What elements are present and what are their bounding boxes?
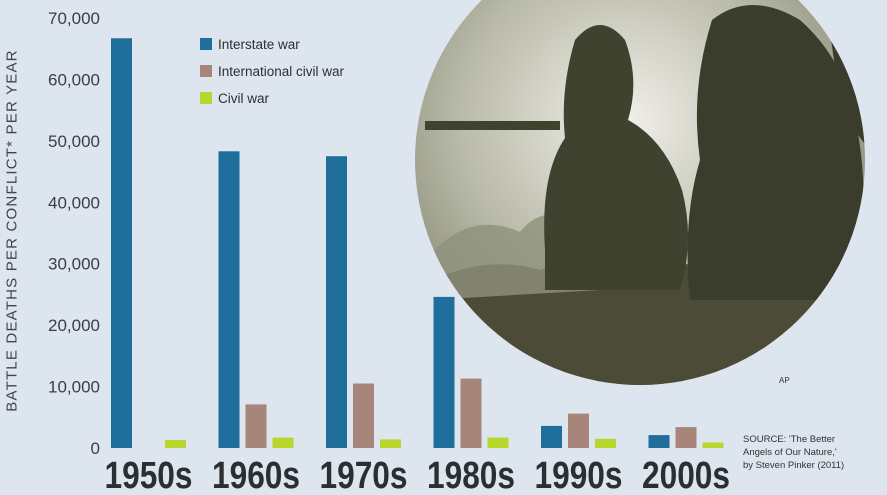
source-line-2: Angels of Our Nature,': [743, 447, 837, 458]
y-tick-label: 70,000: [48, 9, 100, 28]
y-tick-label: 40,000: [48, 193, 100, 212]
bar: [165, 440, 186, 448]
bar: [460, 378, 482, 448]
bar: [675, 427, 697, 448]
bar: [353, 383, 374, 448]
x-tick-label: 1950s: [105, 455, 193, 495]
y-tick-label: 20,000: [48, 316, 100, 335]
source-line-1: SOURCE: 'The Better: [743, 434, 836, 445]
legend-swatch: [200, 65, 212, 77]
bar: [272, 437, 294, 448]
legend-swatch: [200, 92, 212, 104]
soldiers-photo: [415, 0, 865, 385]
legend-swatch: [200, 38, 212, 50]
y-tick-label: 10,000: [48, 378, 100, 397]
source-note: SOURCE: 'The Better Angels of Our Nature…: [743, 433, 883, 472]
bar: [595, 438, 616, 448]
y-tick-label: 50,000: [48, 132, 100, 151]
legend-label: Civil war: [218, 91, 270, 106]
y-axis: 0 10,000 20,000 30,000 40,000 50,000 60,000 70,…: [48, 9, 100, 458]
x-tick-label: 2000s: [642, 455, 730, 495]
y-axis-label: BATTLE DEATHS PER CONFLICT* PER YEAR: [3, 49, 21, 412]
bars: [111, 38, 724, 449]
photo-credit: AP: [779, 376, 790, 385]
bar: [326, 156, 347, 448]
bar: [487, 437, 509, 448]
x-tick-label: 1960s: [212, 455, 300, 495]
y-tick-label: 30,000: [48, 255, 100, 274]
y-tick-label: 0: [91, 439, 100, 458]
bar: [648, 435, 670, 448]
legend-label: Interstate war: [218, 37, 300, 52]
bar: [245, 404, 267, 448]
bar: [541, 425, 562, 448]
x-tick-label: 1970s: [320, 455, 408, 495]
y-tick-label: 60,000: [48, 70, 100, 89]
bar: [433, 296, 455, 448]
source-line-3: by Steven Pinker (2011): [743, 460, 845, 471]
bar: [380, 439, 401, 448]
x-axis: 1950s 1960s 1970s 1980s 1990s 2000s: [105, 455, 731, 495]
x-tick-label: 1980s: [427, 455, 515, 495]
bar: [568, 413, 589, 448]
bar: [111, 38, 132, 449]
bar: [218, 151, 240, 449]
x-tick-label: 1990s: [535, 455, 623, 495]
bar: [702, 442, 724, 448]
legend-label: International civil war: [218, 64, 345, 79]
legend: Interstate war International civil war Civ…: [200, 37, 345, 106]
